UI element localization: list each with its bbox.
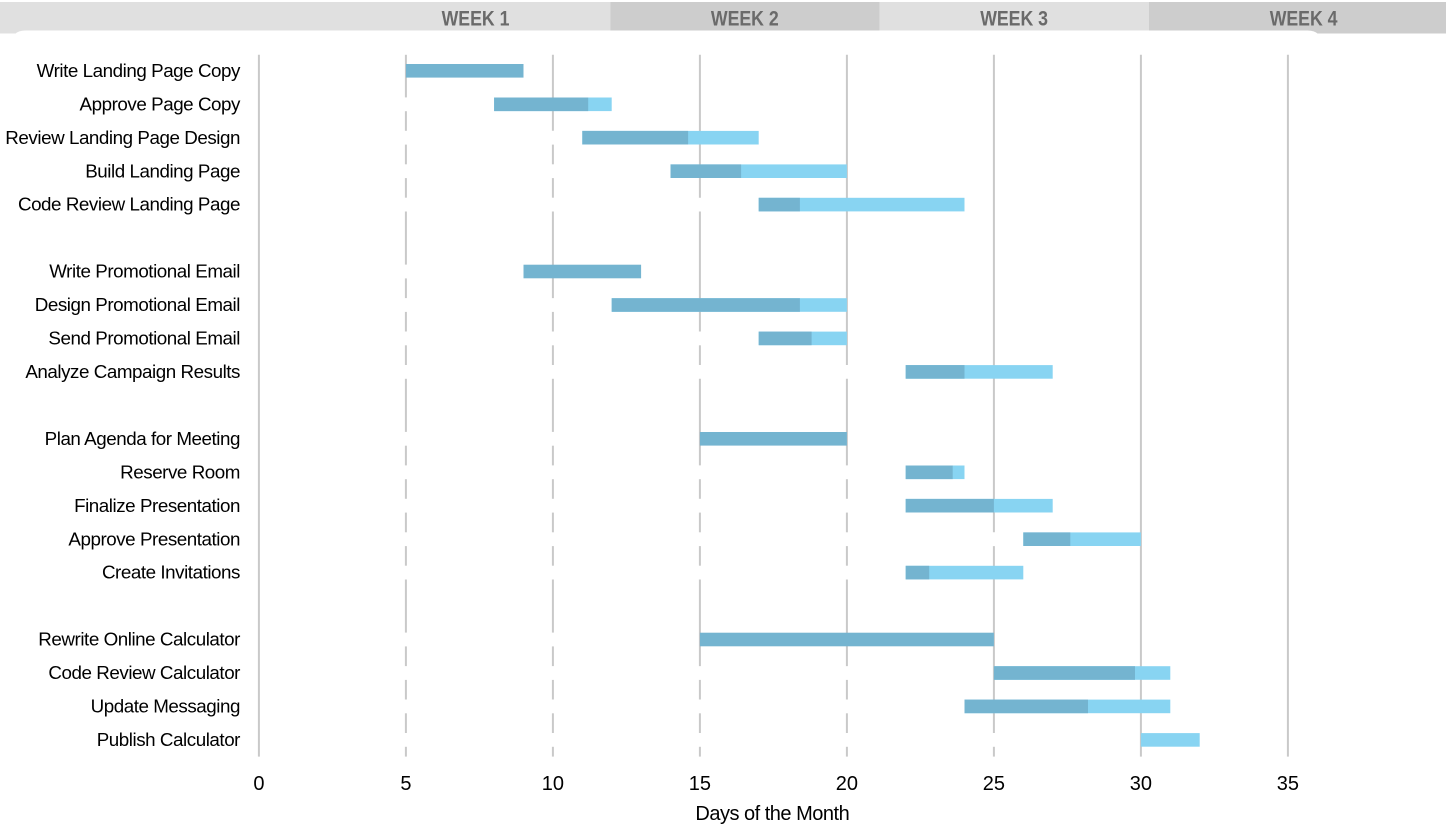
svg-text:30: 30 <box>1130 773 1152 795</box>
svg-text:Code Review Landing Page: Code Review Landing Page <box>18 194 240 215</box>
svg-text:WEEK 1: WEEK 1 <box>442 7 510 31</box>
svg-text:Publish Calculator: Publish Calculator <box>97 729 240 750</box>
svg-text:35: 35 <box>1277 773 1299 795</box>
svg-text:Create Invitations: Create Invitations <box>102 562 240 583</box>
svg-text:Review Landing Page Design: Review Landing Page Design <box>5 127 240 148</box>
svg-text:Build Landing Page: Build Landing Page <box>85 160 240 181</box>
svg-text:20: 20 <box>836 773 858 795</box>
svg-text:Write Landing Page Copy: Write Landing Page Copy <box>37 60 241 81</box>
svg-text:25: 25 <box>983 773 1005 795</box>
svg-text:Analyze Campaign Results: Analyze Campaign Results <box>25 361 240 382</box>
svg-text:10: 10 <box>542 773 564 795</box>
svg-text:WEEK 4: WEEK 4 <box>1270 7 1338 31</box>
svg-text:Code Review Calculator: Code Review Calculator <box>48 662 240 683</box>
svg-text:Reserve Room: Reserve Room <box>120 461 240 482</box>
svg-text:15: 15 <box>689 773 711 795</box>
svg-text:Days of the Month: Days of the Month <box>695 803 849 825</box>
svg-text:Plan Agenda for Meeting: Plan Agenda for Meeting <box>45 428 240 449</box>
svg-text:Rewrite Online Calculator: Rewrite Online Calculator <box>38 629 240 650</box>
svg-text:0: 0 <box>253 773 264 795</box>
svg-text:WEEK 3: WEEK 3 <box>980 7 1048 31</box>
svg-text:5: 5 <box>400 773 411 795</box>
svg-text:Approve Page Copy: Approve Page Copy <box>80 93 242 114</box>
svg-text:Finalize Presentation: Finalize Presentation <box>74 495 240 516</box>
svg-text:Approve Presentation: Approve Presentation <box>68 528 240 549</box>
svg-text:Design Promotional Email: Design Promotional Email <box>35 294 240 315</box>
svg-text:Update Messaging: Update Messaging <box>91 696 240 717</box>
svg-text:WEEK 2: WEEK 2 <box>711 7 779 31</box>
svg-text:Send Promotional Email: Send Promotional Email <box>48 328 240 349</box>
svg-text:Write Promotional Email: Write Promotional Email <box>49 261 240 282</box>
